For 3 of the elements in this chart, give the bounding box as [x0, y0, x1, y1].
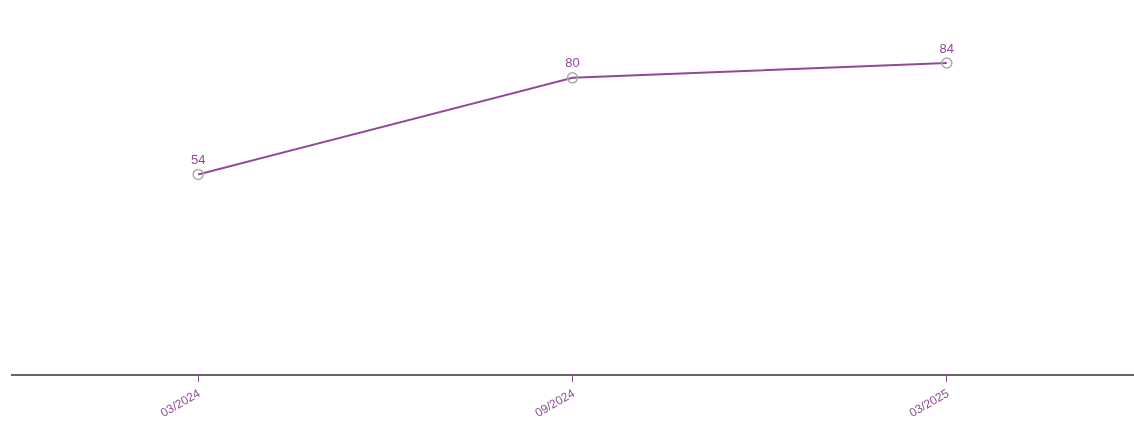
data-label: 84 — [939, 40, 955, 56]
data-label: 80 — [565, 55, 580, 71]
data-label: 54 — [190, 151, 206, 167]
